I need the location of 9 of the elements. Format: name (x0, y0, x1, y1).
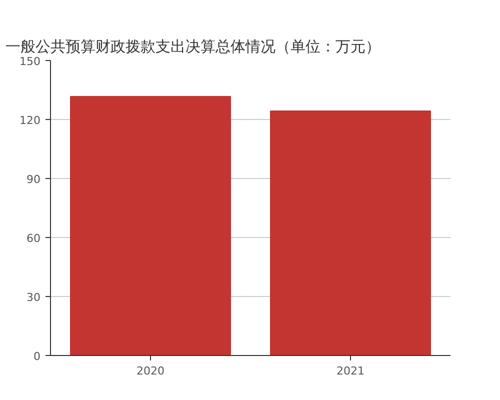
y-tick-label: 120 (20, 114, 41, 127)
y-tick-label: 0 (34, 350, 40, 363)
y-tick-label: 60 (26, 232, 41, 245)
y-tick-label: 90 (26, 173, 41, 186)
y-tick-label: 150 (20, 55, 41, 68)
x-tick-label: 2020 (136, 364, 165, 378)
y-tick-label: 30 (26, 291, 41, 304)
x-tick-label: 2021 (336, 364, 365, 378)
chart-title: 一般公共预算财政拨款支出决算总体情况（单位：万元） (6, 38, 380, 56)
